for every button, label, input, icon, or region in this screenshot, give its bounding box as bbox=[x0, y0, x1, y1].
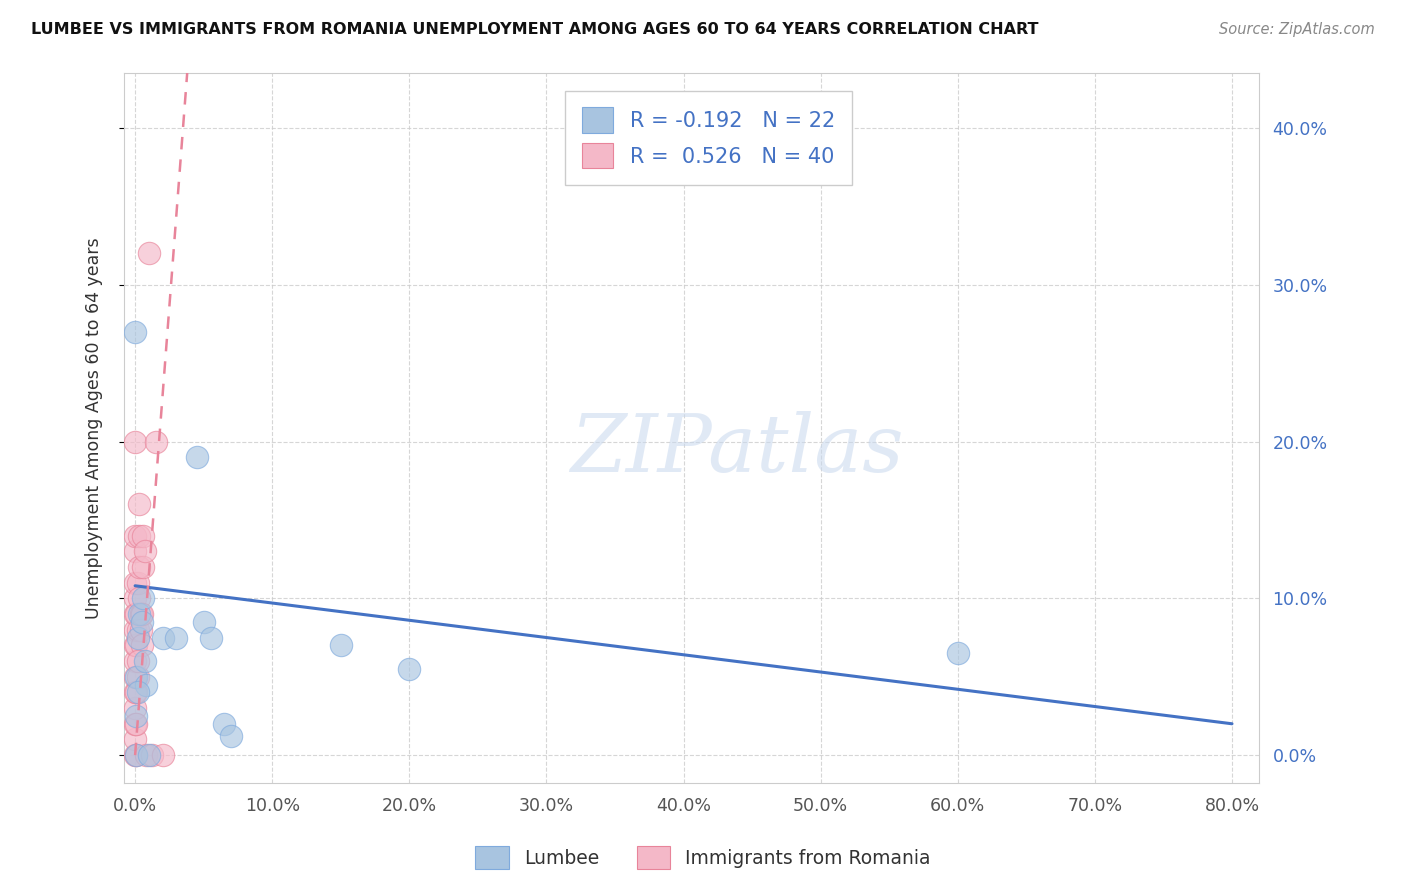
Immigrants from Romania bbox=[124, 654, 146, 668]
Lumbee bbox=[125, 709, 148, 723]
Lumbee bbox=[329, 639, 352, 653]
Immigrants from Romania bbox=[124, 748, 146, 763]
Text: Source: ZipAtlas.com: Source: ZipAtlas.com bbox=[1219, 22, 1375, 37]
Lumbee bbox=[186, 450, 208, 465]
Immigrants from Romania bbox=[128, 528, 150, 542]
Lumbee bbox=[127, 685, 149, 699]
Immigrants from Romania bbox=[125, 639, 148, 653]
Immigrants from Romania bbox=[128, 560, 150, 574]
Lumbee bbox=[165, 631, 187, 645]
Immigrants from Romania bbox=[138, 246, 160, 260]
Immigrants from Romania bbox=[124, 670, 146, 684]
Immigrants from Romania bbox=[127, 670, 149, 684]
Immigrants from Romania bbox=[132, 528, 155, 542]
Immigrants from Romania bbox=[124, 544, 146, 558]
Lumbee bbox=[398, 662, 420, 676]
Lumbee bbox=[125, 670, 148, 684]
Immigrants from Romania bbox=[135, 748, 157, 763]
Immigrants from Romania bbox=[128, 497, 150, 511]
Immigrants from Romania bbox=[131, 607, 153, 621]
Lumbee bbox=[128, 607, 150, 621]
Immigrants from Romania bbox=[129, 607, 152, 621]
Immigrants from Romania bbox=[124, 732, 146, 747]
Text: ZIPatlas: ZIPatlas bbox=[571, 410, 904, 488]
Immigrants from Romania bbox=[134, 544, 156, 558]
Lumbee bbox=[124, 325, 146, 339]
Immigrants from Romania bbox=[124, 591, 146, 606]
Y-axis label: Unemployment Among Ages 60 to 64 years: Unemployment Among Ages 60 to 64 years bbox=[86, 237, 103, 619]
Lumbee bbox=[135, 677, 157, 691]
Immigrants from Romania bbox=[128, 591, 150, 606]
Immigrants from Romania bbox=[124, 701, 146, 715]
Legend: R = -0.192   N = 22, R =  0.526   N = 40: R = -0.192 N = 22, R = 0.526 N = 40 bbox=[565, 90, 852, 185]
Immigrants from Romania bbox=[145, 434, 167, 449]
Immigrants from Romania bbox=[132, 560, 155, 574]
Immigrants from Romania bbox=[124, 575, 146, 590]
Immigrants from Romania bbox=[124, 607, 146, 621]
Immigrants from Romania bbox=[129, 623, 152, 637]
Immigrants from Romania bbox=[125, 716, 148, 731]
Lumbee bbox=[125, 748, 148, 763]
Immigrants from Romania bbox=[131, 639, 153, 653]
Immigrants from Romania bbox=[141, 748, 163, 763]
Lumbee bbox=[134, 654, 156, 668]
Immigrants from Romania bbox=[125, 685, 148, 699]
Immigrants from Romania bbox=[124, 716, 146, 731]
Immigrants from Romania bbox=[124, 528, 146, 542]
Immigrants from Romania bbox=[124, 685, 146, 699]
Lumbee bbox=[193, 615, 215, 629]
Immigrants from Romania bbox=[125, 607, 148, 621]
Lumbee bbox=[946, 646, 969, 660]
Immigrants from Romania bbox=[127, 623, 149, 637]
Lumbee bbox=[127, 631, 149, 645]
Immigrants from Romania bbox=[124, 434, 146, 449]
Text: LUMBEE VS IMMIGRANTS FROM ROMANIA UNEMPLOYMENT AMONG AGES 60 TO 64 YEARS CORRELA: LUMBEE VS IMMIGRANTS FROM ROMANIA UNEMPL… bbox=[31, 22, 1039, 37]
Immigrants from Romania bbox=[127, 654, 149, 668]
Lumbee bbox=[131, 615, 153, 629]
Lumbee bbox=[132, 591, 155, 606]
Immigrants from Romania bbox=[124, 623, 146, 637]
Lumbee bbox=[212, 716, 235, 731]
Lumbee bbox=[219, 729, 242, 743]
Immigrants from Romania bbox=[125, 748, 148, 763]
Lumbee bbox=[200, 631, 222, 645]
Immigrants from Romania bbox=[127, 575, 149, 590]
Lumbee bbox=[152, 631, 174, 645]
Immigrants from Romania bbox=[124, 639, 146, 653]
Lumbee bbox=[138, 748, 160, 763]
Legend: Lumbee, Immigrants from Romania: Lumbee, Immigrants from Romania bbox=[465, 837, 941, 878]
Immigrants from Romania bbox=[152, 748, 174, 763]
